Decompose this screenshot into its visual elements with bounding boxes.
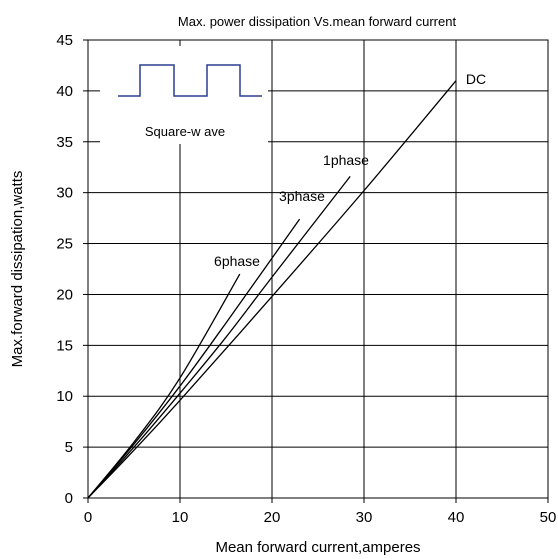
inset-label: Square-w ave [145,124,225,139]
series-label-6phase: 6phase [214,253,260,269]
x-tick-label: 50 [540,509,557,526]
y-tick-label: 10 [56,388,73,405]
x-axis-label: Mean forward current,amperes [215,539,420,556]
series-line-1phase [87,175,351,499]
y-tick-label: 30 [56,185,73,202]
y-tick-label: 20 [56,286,73,303]
y-tick-label: 15 [56,337,73,354]
y-tick-label: 0 [65,490,73,507]
x-tick-label: 0 [84,509,92,526]
square-wave-inset: Square-w ave [100,46,268,144]
x-tick-label: 20 [264,509,281,526]
y-tick-label: 45 [56,32,73,49]
series-label-DC: DC [466,71,486,87]
series [87,80,457,499]
y-tick-label: 35 [56,134,73,151]
y-tick-label: 40 [56,83,73,100]
series-labels: 6phase 3phase 1phase DC [214,71,486,269]
chart-title: Max. power dissipation Vs.mean forward c… [178,14,457,29]
y-tick-label: 5 [65,439,73,456]
y-tick-label: 25 [56,236,73,253]
series-label-1phase: 1phase [323,152,369,168]
square-wave-icon [118,64,262,97]
x-tick-label: 30 [356,509,373,526]
x-tick-label: 10 [172,509,189,526]
y-axis-label: Max.forward dissipation,watts [9,171,26,368]
series-line-DC [87,80,457,499]
series-label-3phase: 3phase [279,188,325,204]
series-line-3phase [87,218,301,499]
tick-labels: 0 10 20 30 40 50 0 5 10 15 20 25 30 35 40 45 [56,32,556,526]
x-tick-label: 40 [448,509,465,526]
